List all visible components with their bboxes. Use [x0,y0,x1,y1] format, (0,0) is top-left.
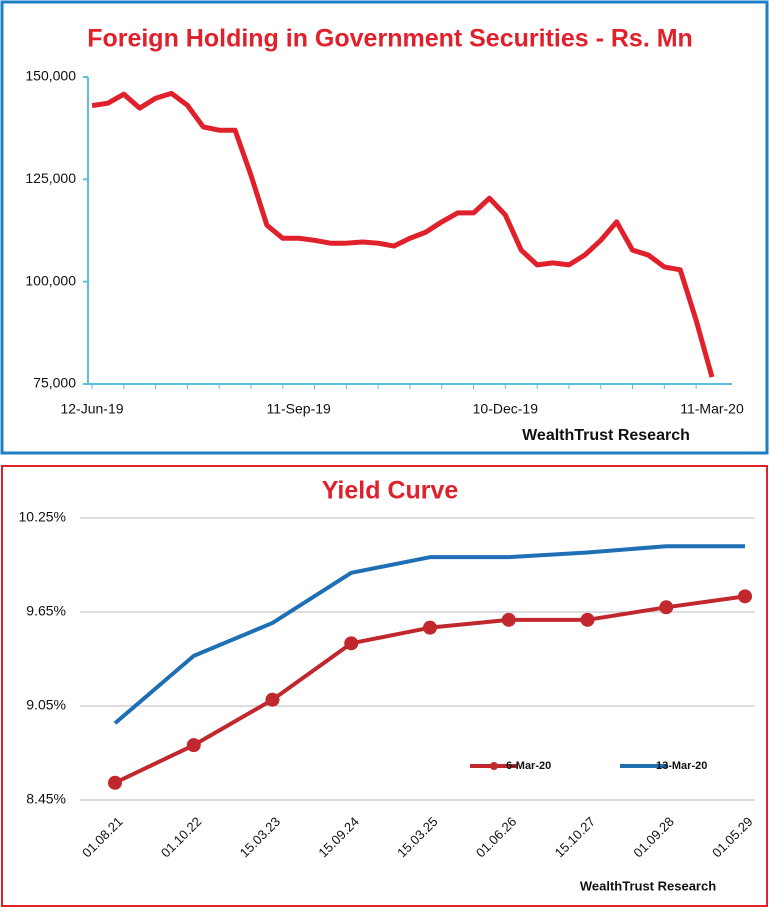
marker [186,738,201,753]
legend-label: 6-Mar-20 [506,760,551,772]
x-tick-label: 01.05.29 [709,814,755,860]
credit: WealthTrust Research [580,878,716,893]
x-tick-label: 11-Sep-19 [266,401,331,417]
x-tick-label: 15.10.27 [552,814,598,860]
y-tick-label: 125,000 [25,170,76,186]
marker [659,600,674,615]
chart-title: Foreign Holding in Government Securities… [87,25,693,53]
x-tick-label: 01.10.22 [158,814,204,860]
line-series [91,90,715,378]
x-tick-label: 15.09.24 [315,814,361,860]
y-tick-label: 9.05% [26,697,66,713]
x-tick-label: 12-Jun-19 [60,401,123,417]
marker [580,612,595,627]
x-tick-label: 15.03.25 [394,814,440,860]
y-tick-label: 10.25% [19,509,66,525]
x-tick-label: 01.08.21 [79,814,125,860]
x-tick-label: 11-Mar-20 [680,401,744,417]
x-tick-label: 10-Dec-19 [473,401,539,417]
top-frame [0,0,769,455]
chart-title: Yield Curve [322,477,459,505]
y-tick-label: 9.65% [26,603,66,619]
bottom-frame [1,465,768,907]
y-tick-label: 8.45% [26,791,66,807]
legend-marker [490,762,498,770]
y-tick-label: 150,000 [25,68,76,84]
credit: WealthTrust Research [522,427,690,444]
x-tick-label: 01.09.28 [630,814,676,860]
marker [423,620,437,635]
legend-label: 13-Mar-20 [656,760,707,772]
y-tick-label: 75,000 [33,375,76,391]
line-series [113,544,745,725]
y-tick-label: 100,000 [25,272,76,288]
x-tick-label: 15.03.23 [237,814,283,860]
marker [738,589,752,604]
marker [501,612,516,627]
marker [108,775,122,790]
x-tick-label: 01.06.26 [473,814,519,860]
marker [265,692,280,707]
marker [344,636,359,651]
